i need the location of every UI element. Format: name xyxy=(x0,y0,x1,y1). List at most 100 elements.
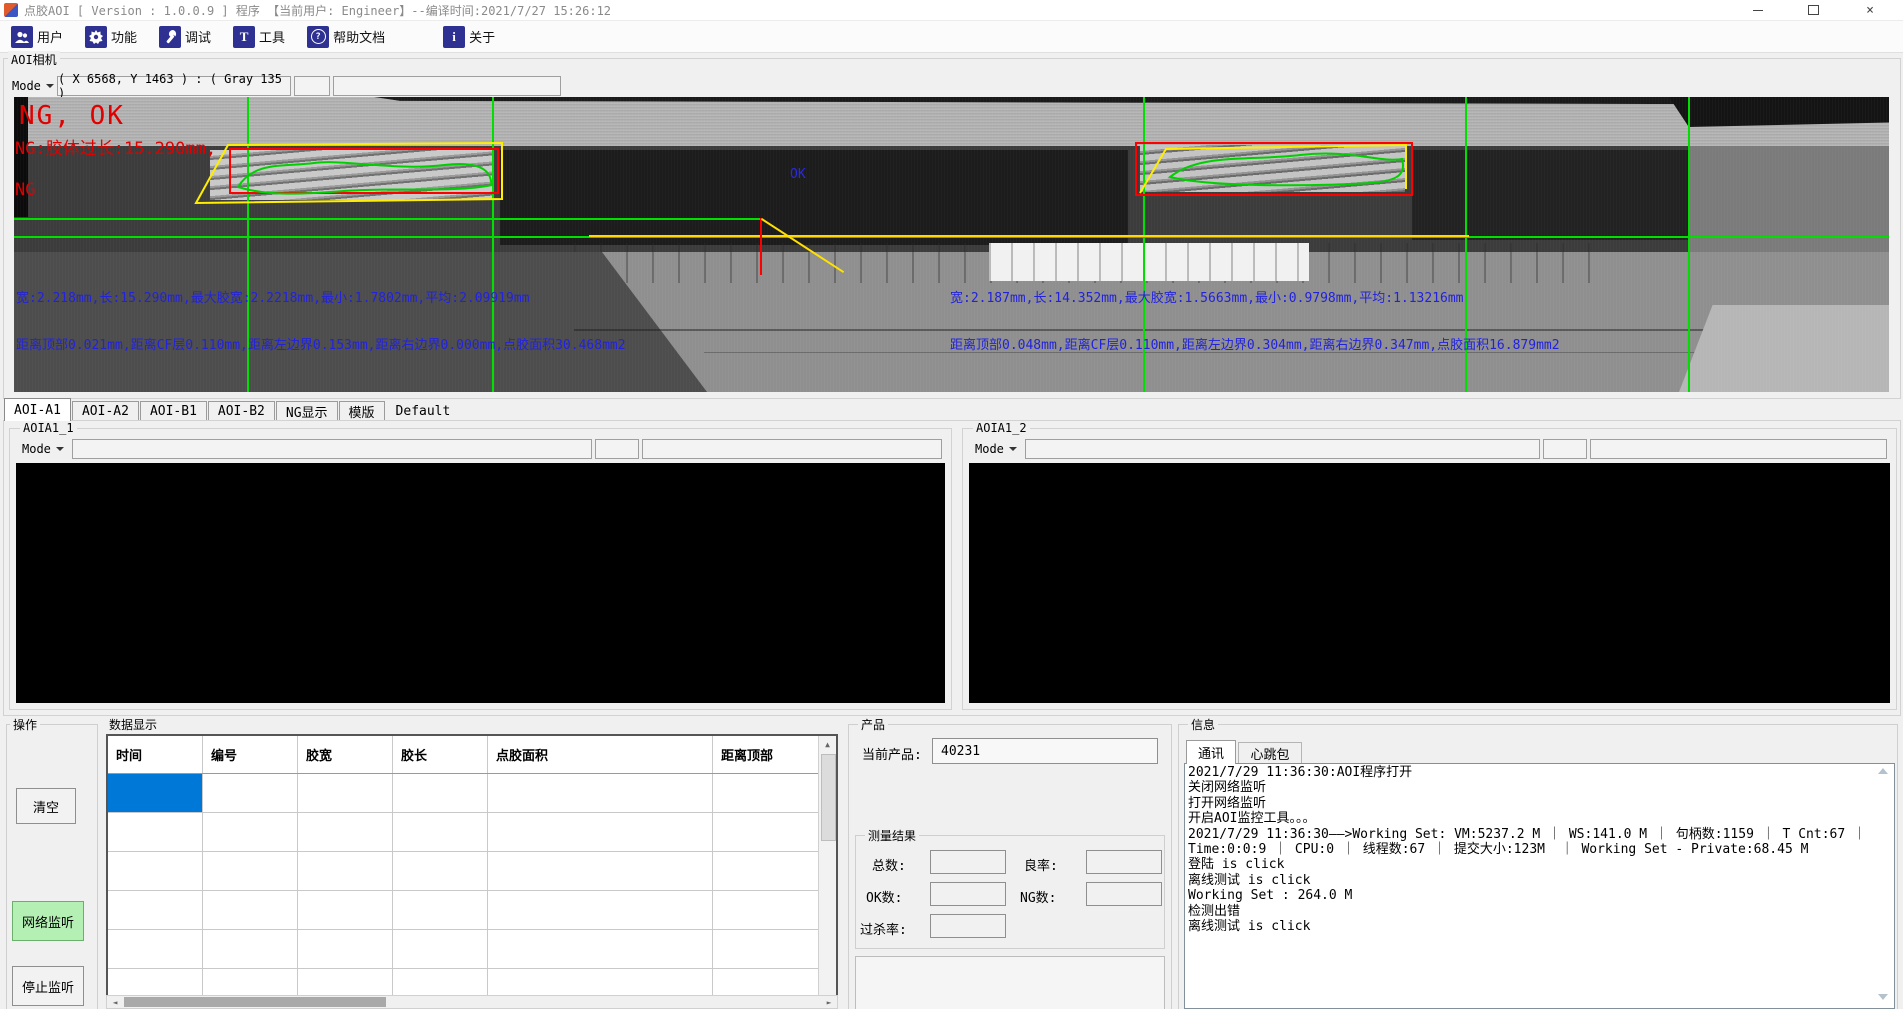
camera-image-view[interactable]: NG, OK NG:胶体过长:15.290mm, NG OK 宽:2.218mm… xyxy=(14,97,1889,392)
log-scroll-down-icon[interactable] xyxy=(1878,994,1888,1000)
table-cell[interactable] xyxy=(713,930,819,968)
table-cell[interactable] xyxy=(393,852,488,890)
table-cell[interactable] xyxy=(393,813,488,851)
table-cell[interactable] xyxy=(393,774,488,812)
log-scroll-up-icon[interactable] xyxy=(1878,768,1888,774)
panel1-image-view[interactable] xyxy=(16,463,945,703)
panel2-image-view[interactable] xyxy=(969,463,1890,703)
table-cell[interactable] xyxy=(298,852,393,890)
stop-listen-button[interactable]: 停止监听 xyxy=(12,966,84,1006)
panel1-field-right[interactable] xyxy=(642,439,942,459)
column-header-time[interactable]: 时间 xyxy=(108,736,203,773)
panel2-field-small[interactable] xyxy=(1543,439,1587,459)
ng-count-field[interactable] xyxy=(1086,882,1162,906)
current-product-input[interactable]: 40231 xyxy=(932,738,1158,764)
panel1-field-wide[interactable] xyxy=(72,439,592,459)
crosshair-vline xyxy=(1688,97,1690,392)
view-tab-bar: AOI-A1 AOI-A2 AOI-B1 AOI-B2 NG显示 模版 Defa… xyxy=(4,398,461,421)
ok-count-field[interactable] xyxy=(930,882,1006,906)
camera-coordinate-readout[interactable]: ( X 6568, Y 1463 ) : ( Gray 135 ) xyxy=(57,72,291,100)
tab-aoi-b2[interactable]: AOI-B2 xyxy=(207,401,275,421)
overlay-ng-message: NG:胶体过长:15.290mm, xyxy=(15,139,217,159)
measure-result-group xyxy=(855,835,1165,949)
toolbar-button-about[interactable]: i 关于 xyxy=(438,24,500,50)
table-cell[interactable] xyxy=(488,774,713,812)
table-cell[interactable] xyxy=(488,891,713,929)
table-cell[interactable] xyxy=(298,891,393,929)
table-vertical-scrollbar[interactable]: ▲ ▼ xyxy=(818,736,836,1007)
camera-field-small[interactable] xyxy=(294,76,330,96)
scene-left-edge xyxy=(14,97,28,217)
table-cell[interactable] xyxy=(713,774,819,812)
table-cell[interactable] xyxy=(203,891,298,929)
crosshair-vline xyxy=(1465,97,1467,392)
table-cell[interactable] xyxy=(108,930,203,968)
scroll-up-icon[interactable]: ▲ xyxy=(825,740,830,749)
table-cell[interactable] xyxy=(713,852,819,890)
panel1-field-small[interactable] xyxy=(595,439,639,459)
table-horizontal-scrollbar[interactable]: ◄ ► xyxy=(106,995,838,1009)
maximize-button[interactable] xyxy=(1790,0,1836,20)
table-cell[interactable] xyxy=(108,891,203,929)
minimize-button[interactable] xyxy=(1735,0,1781,20)
table-cell[interactable] xyxy=(713,813,819,851)
table-cell[interactable] xyxy=(488,930,713,968)
toolbar: 用户 功能 调试 T 工具 ? 帮助文档 i 关于 xyxy=(0,21,1903,53)
table-cell-selected[interactable] xyxy=(108,774,203,812)
overkill-field[interactable] xyxy=(930,914,1006,938)
tab-heartbeat[interactable]: 心跳包 xyxy=(1238,742,1302,764)
scrollbar-thumb[interactable] xyxy=(821,754,836,841)
table-cell[interactable] xyxy=(203,852,298,890)
measure-hline-yellow xyxy=(589,235,1469,237)
panel1-mode-dropdown[interactable]: Mode xyxy=(18,439,68,459)
toolbar-button-debug[interactable]: 调试 xyxy=(154,24,216,50)
scroll-left-icon[interactable]: ◄ xyxy=(112,997,118,1007)
table-cell[interactable] xyxy=(298,930,393,968)
toolbar-button-user[interactable]: 用户 xyxy=(6,24,68,50)
yield-field[interactable] xyxy=(1086,850,1162,874)
column-header-glue-width[interactable]: 胶宽 xyxy=(298,736,393,773)
table-cell[interactable] xyxy=(298,813,393,851)
close-button[interactable]: × xyxy=(1847,0,1893,20)
tab-template[interactable]: 模版 xyxy=(338,401,385,421)
table-cell[interactable] xyxy=(203,813,298,851)
camera-field-wide[interactable] xyxy=(333,76,561,96)
panel2-field-wide[interactable] xyxy=(1025,439,1540,459)
table-cell[interactable] xyxy=(488,813,713,851)
table-cell[interactable] xyxy=(298,774,393,812)
toolbar-button-help[interactable]: ? 帮助文档 xyxy=(302,24,390,50)
panel2-mode-dropdown[interactable]: Mode xyxy=(971,439,1021,459)
toolbar-button-tools[interactable]: T 工具 xyxy=(228,24,290,50)
panel2-field-right[interactable] xyxy=(1590,439,1887,459)
column-header-glue-area[interactable]: 点胶面积 xyxy=(488,736,713,773)
table-cell[interactable] xyxy=(108,852,203,890)
hammer-icon: T xyxy=(233,25,256,48)
crosshair-vline xyxy=(492,97,494,392)
network-listen-button[interactable]: 网络监听 xyxy=(12,901,84,941)
table-cell[interactable] xyxy=(393,930,488,968)
clear-button[interactable]: 清空 xyxy=(16,788,76,824)
gear-icon xyxy=(85,25,108,48)
table-cell[interactable] xyxy=(488,852,713,890)
tab-aoi-b1[interactable]: AOI-B1 xyxy=(139,401,207,421)
camera-mode-dropdown[interactable]: Mode xyxy=(8,76,58,96)
column-header-glue-length[interactable]: 胶长 xyxy=(393,736,488,773)
tab-communication[interactable]: 通讯 xyxy=(1186,740,1236,764)
table-cell[interactable] xyxy=(713,891,819,929)
scroll-right-icon[interactable]: ► xyxy=(826,997,832,1007)
total-field[interactable] xyxy=(930,850,1006,874)
column-header-distance-top[interactable]: 距离顶部 xyxy=(713,736,819,773)
table-cell[interactable] xyxy=(393,891,488,929)
tab-aoi-a2[interactable]: AOI-A2 xyxy=(71,401,139,421)
tab-ng-display[interactable]: NG显示 xyxy=(275,401,338,421)
communication-log[interactable]: 2021/7/29 11:36:30:AOI程序打开 关闭网络监听 打开网络监听… xyxy=(1184,763,1895,1009)
scrollbar-thumb[interactable] xyxy=(124,997,386,1007)
tab-aoi-a1[interactable]: AOI-A1 xyxy=(4,398,71,421)
table-cell[interactable] xyxy=(108,813,203,851)
table-row xyxy=(108,813,836,852)
toolbar-button-function[interactable]: 功能 xyxy=(80,24,142,50)
table-cell[interactable] xyxy=(203,774,298,812)
column-header-id[interactable]: 编号 xyxy=(203,736,298,773)
tab-default[interactable]: Default xyxy=(395,404,451,419)
table-cell[interactable] xyxy=(203,930,298,968)
